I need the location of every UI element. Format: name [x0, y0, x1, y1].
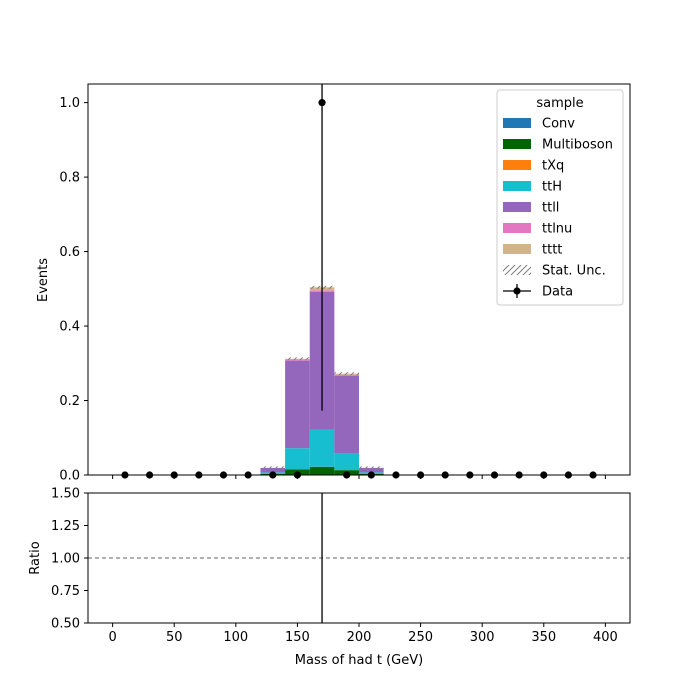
legend-swatch-conv [503, 118, 531, 128]
bar-ttll-bin-3 [334, 375, 359, 454]
stat-unc-band-bin-4 [359, 466, 384, 470]
bar-ttll-bin-0 [260, 467, 286, 473]
legend-label-multiboson: Multiboson [542, 138, 613, 153]
legend-label-tttt: tttt [542, 243, 562, 258]
legend-swatch-multiboson [503, 139, 531, 149]
legend-label-stat-unc-: Stat. Unc. [542, 264, 606, 279]
top-y-tick-label-1: 0.2 [59, 394, 80, 409]
top-y-tick-label-0: 0.0 [59, 469, 80, 484]
bar-multiboson-bin-2 [309, 466, 335, 475]
legend-label-txq: tXq [542, 159, 564, 174]
stat-unc-band-bin-3 [334, 372, 359, 376]
x-tick-label-4: 200 [347, 630, 372, 645]
legend-label-data: Data [542, 285, 573, 300]
x-tick-label-0: 0 [108, 630, 116, 645]
legend: sample Conv Multiboson tXq ttH ttll ttlnu tttt… [496, 89, 624, 306]
bottom-y-tick-label-0: 0.50 [51, 617, 80, 632]
legend-swatch-txq [503, 160, 531, 170]
bar-ttlnu-bin-3 [334, 374, 359, 376]
bottom-y-tick-label-1: 0.75 [51, 584, 80, 599]
x-tick-label-8: 400 [593, 630, 618, 645]
bar-tth-bin-2 [309, 429, 335, 467]
bar-ttll-bin-4 [359, 467, 384, 473]
stat-unc-band-bin-1 [285, 357, 310, 361]
bar-ttll-bin-1 [285, 360, 310, 449]
x-tick-label-2: 100 [223, 630, 248, 645]
top-y-tick-label-2: 0.4 [59, 320, 80, 335]
bottom-y-tick-label-4: 1.50 [51, 487, 80, 502]
legend-swatch-ttlnu [503, 223, 531, 233]
top-y-tick-label-4: 0.8 [59, 171, 80, 186]
bar-tth-bin-3 [334, 453, 359, 471]
legend-label-ttll: ttll [542, 201, 559, 216]
data-point-8 [318, 99, 326, 107]
legend-swatch-tttt [503, 244, 531, 254]
top-y-tick-label-5: 1.0 [59, 96, 80, 111]
top-y-axis-label: Events [36, 258, 51, 302]
x-axis-label: Mass of had t (GeV) [295, 653, 423, 668]
x-tick-label-1: 50 [166, 630, 183, 645]
bottom-panel-frame [87, 492, 631, 624]
bar-tth-bin-1 [285, 448, 310, 470]
bottom-y-tick-label-3: 1.25 [51, 519, 80, 534]
legend-data-marker [513, 287, 521, 295]
top-panel: 0.0 0.2 0.4 0.6 0.8 1.0 Events [36, 83, 631, 484]
legend-label-ttlnu: ttlnu [542, 222, 572, 237]
x-tick-label-5: 250 [408, 630, 433, 645]
legend-swatch-tth [503, 181, 531, 191]
legend-label-conv: Conv [542, 117, 575, 132]
x-tick-label-3: 150 [285, 630, 310, 645]
legend-swatch-ttll [503, 202, 531, 212]
legend-swatch-stat-unc- [503, 265, 531, 275]
bottom-panel: 0 50 100 150 200 250 300 350 400 0.50 0.75 1.00 1.2… [28, 487, 631, 668]
legend-label-tth: ttH [542, 180, 562, 195]
top-y-tick-label-3: 0.6 [59, 245, 80, 260]
legend-title: sample [536, 96, 583, 111]
x-tick-label-7: 350 [531, 630, 556, 645]
stat-unc-band-bin-0 [260, 466, 286, 470]
bottom-y-axis-label: Ratio [28, 541, 43, 574]
x-tick-label-6: 300 [470, 630, 495, 645]
bottom-y-tick-label-2: 1.00 [51, 552, 80, 567]
